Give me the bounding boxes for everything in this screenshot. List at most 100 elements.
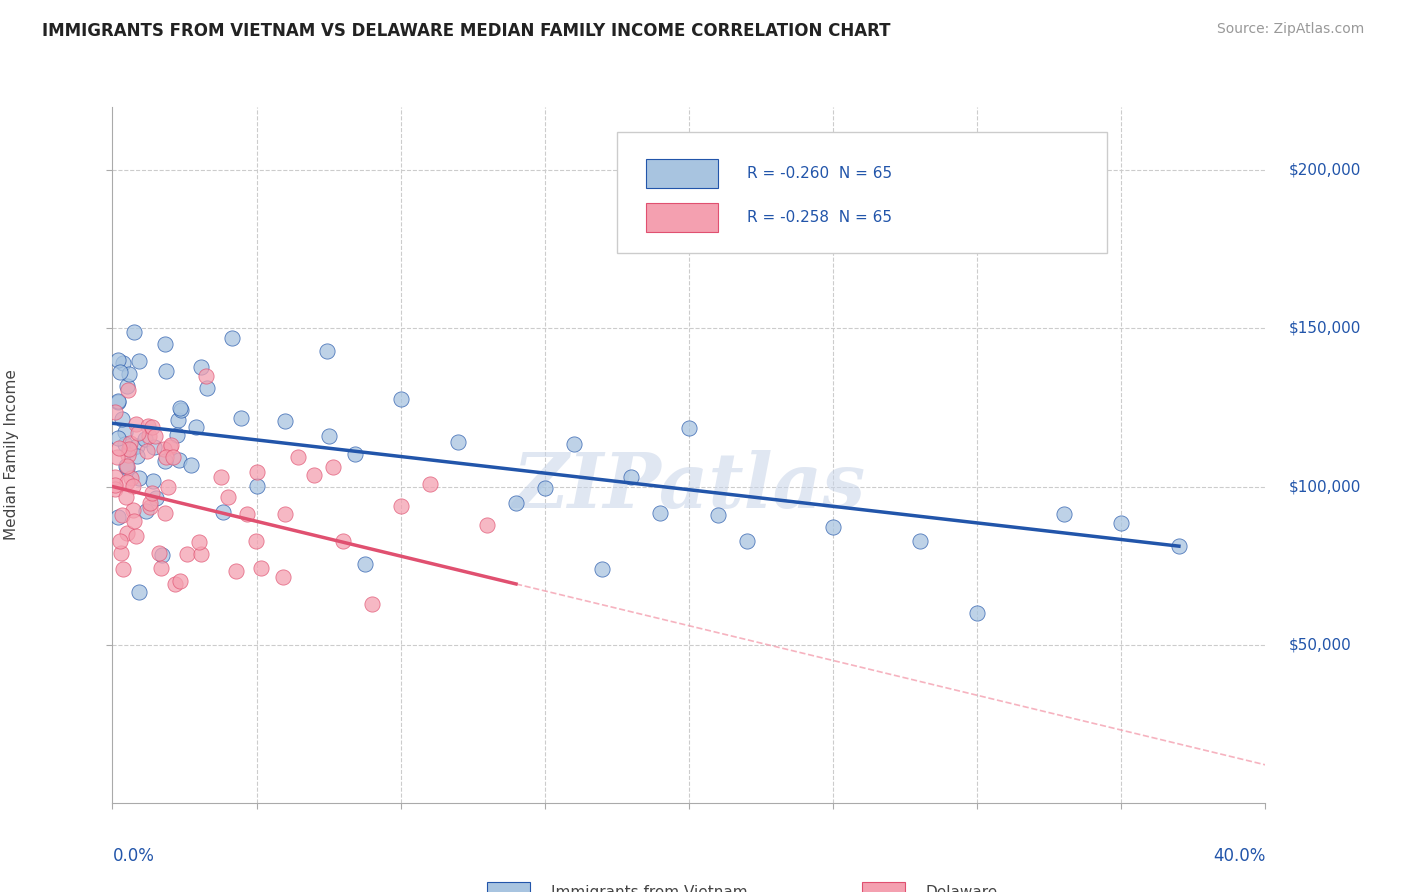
Point <box>908 534 931 549</box>
Point <box>104 470 127 484</box>
Point <box>121 503 143 517</box>
Point <box>138 428 160 442</box>
Point <box>170 403 193 417</box>
Point <box>591 562 613 576</box>
Point <box>167 453 190 467</box>
Point <box>162 450 184 464</box>
Text: Source: ZipAtlas.com: Source: ZipAtlas.com <box>1216 22 1364 37</box>
Point <box>141 486 163 500</box>
Text: R = -0.260  N = 65: R = -0.260 N = 65 <box>747 166 891 181</box>
Point <box>735 533 758 548</box>
Point <box>245 533 267 548</box>
Point <box>389 500 412 514</box>
Point <box>107 441 129 455</box>
Point <box>360 597 382 611</box>
Point <box>195 368 218 383</box>
Point <box>148 545 170 559</box>
Bar <box>486 882 530 892</box>
Point <box>122 326 145 340</box>
Point <box>231 410 253 425</box>
Point <box>115 458 138 473</box>
Point <box>107 394 129 409</box>
Point <box>821 520 844 534</box>
Point <box>274 507 297 521</box>
Point <box>114 425 136 439</box>
Point <box>139 500 162 515</box>
Point <box>115 460 138 475</box>
Point <box>127 439 149 453</box>
Point <box>153 336 176 351</box>
Point <box>127 450 149 464</box>
Point <box>419 477 441 491</box>
Point <box>235 507 257 521</box>
Point <box>125 417 148 432</box>
Point <box>107 353 129 368</box>
Text: $150,000: $150,000 <box>1288 321 1361 336</box>
Point <box>318 429 340 443</box>
Point <box>167 413 190 427</box>
Point <box>115 525 138 540</box>
Point <box>475 518 498 533</box>
Point <box>118 442 141 457</box>
Point <box>212 505 235 519</box>
Point <box>620 470 643 484</box>
Point <box>274 414 297 428</box>
Point <box>159 440 181 454</box>
Point <box>150 548 173 562</box>
Point <box>141 420 163 434</box>
Point <box>184 420 207 434</box>
Point <box>315 343 337 358</box>
Point <box>447 435 470 450</box>
Point <box>166 428 188 442</box>
Point <box>104 405 127 419</box>
Point <box>122 514 145 528</box>
Point <box>225 564 247 578</box>
Text: $200,000: $200,000 <box>1288 163 1361 178</box>
Text: Immigrants from Vietnam: Immigrants from Vietnam <box>551 886 747 892</box>
Point <box>190 359 212 374</box>
Point <box>169 401 191 416</box>
Text: Median Family Income: Median Family Income <box>4 369 20 541</box>
Point <box>135 504 157 518</box>
Text: IMMIGRANTS FROM VIETNAM VS DELAWARE MEDIAN FAMILY INCOME CORRELATION CHART: IMMIGRANTS FROM VIETNAM VS DELAWARE MEDI… <box>42 22 890 40</box>
Point <box>246 478 269 492</box>
Point <box>107 510 129 524</box>
Point <box>332 533 354 548</box>
Point <box>136 444 159 458</box>
Point <box>505 496 527 510</box>
Point <box>209 470 232 484</box>
Point <box>142 474 165 488</box>
Point <box>245 465 267 479</box>
Point <box>153 506 176 520</box>
Text: Delaware: Delaware <box>925 886 997 892</box>
Point <box>136 418 159 433</box>
Point <box>1167 539 1189 553</box>
Point <box>180 458 202 472</box>
Point <box>160 438 183 452</box>
Point <box>111 411 134 425</box>
Point <box>128 354 150 368</box>
FancyBboxPatch shape <box>617 132 1107 252</box>
Text: $100,000: $100,000 <box>1288 479 1361 494</box>
Point <box>138 496 160 510</box>
Point <box>157 480 180 494</box>
Point <box>155 363 177 377</box>
Bar <box>645 203 717 232</box>
Point <box>195 380 218 394</box>
Point <box>117 448 139 462</box>
Point <box>112 356 135 370</box>
Point <box>169 574 191 588</box>
Point <box>966 606 988 620</box>
Point <box>344 446 367 460</box>
Point <box>115 475 138 489</box>
Point <box>118 435 141 450</box>
Point <box>155 450 177 465</box>
Point <box>115 379 138 393</box>
Point <box>114 490 136 504</box>
Point <box>562 437 585 451</box>
Point <box>143 440 166 454</box>
Point <box>190 547 212 561</box>
Point <box>107 395 129 409</box>
Point <box>120 471 142 485</box>
Point <box>127 426 149 441</box>
